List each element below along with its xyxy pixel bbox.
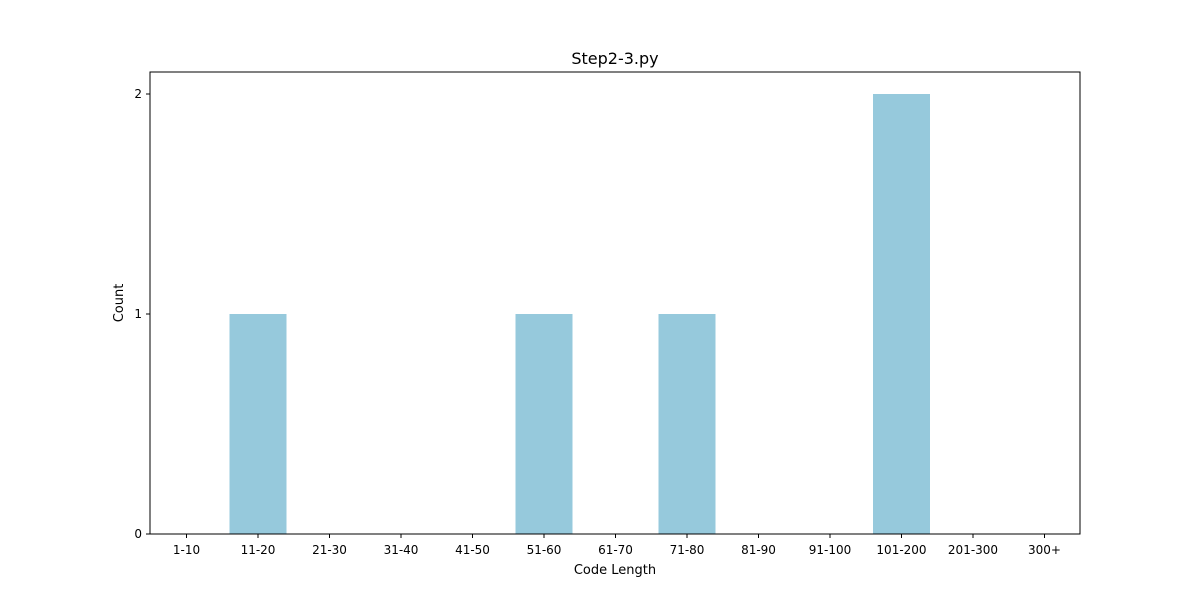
- bars-group: [229, 94, 930, 534]
- chart-title: Step2-3.py: [571, 49, 658, 68]
- x-tick-label: 11-20: [241, 543, 276, 557]
- x-tick-label: 1-10: [173, 543, 200, 557]
- x-tick-label: 61-70: [598, 543, 633, 557]
- x-tick-label: 201-300: [948, 543, 998, 557]
- y-axis-ticks: 0 1 2: [134, 87, 150, 541]
- y-axis-label: Count: [112, 284, 127, 323]
- x-tick-label: 21-30: [312, 543, 347, 557]
- x-axis-ticks: 1-10 11-20 21-30 31-40 41-50 51-60 61-70 71-80 8…: [173, 534, 1061, 557]
- x-tick-label: 31-40: [384, 543, 419, 557]
- x-tick-label: 91-100: [809, 543, 852, 557]
- y-tick-label: 2: [134, 87, 142, 101]
- x-tick-label: 101-200: [876, 543, 926, 557]
- x-tick-label: 51-60: [527, 543, 562, 557]
- x-tick-label: 41-50: [455, 543, 490, 557]
- y-tick-label: 1: [134, 307, 142, 321]
- x-tick-label: 71-80: [670, 543, 705, 557]
- bar-11-20: [229, 314, 287, 534]
- bar-71-80: [658, 314, 716, 534]
- x-tick-label: 300+: [1028, 543, 1061, 557]
- y-tick-label: 0: [134, 527, 142, 541]
- x-tick-label: 81-90: [741, 543, 776, 557]
- x-axis-label: Code Length: [574, 563, 656, 578]
- bar-51-60: [515, 314, 573, 534]
- plot-frame: [149, 71, 1081, 535]
- bar-101-200: [873, 94, 930, 534]
